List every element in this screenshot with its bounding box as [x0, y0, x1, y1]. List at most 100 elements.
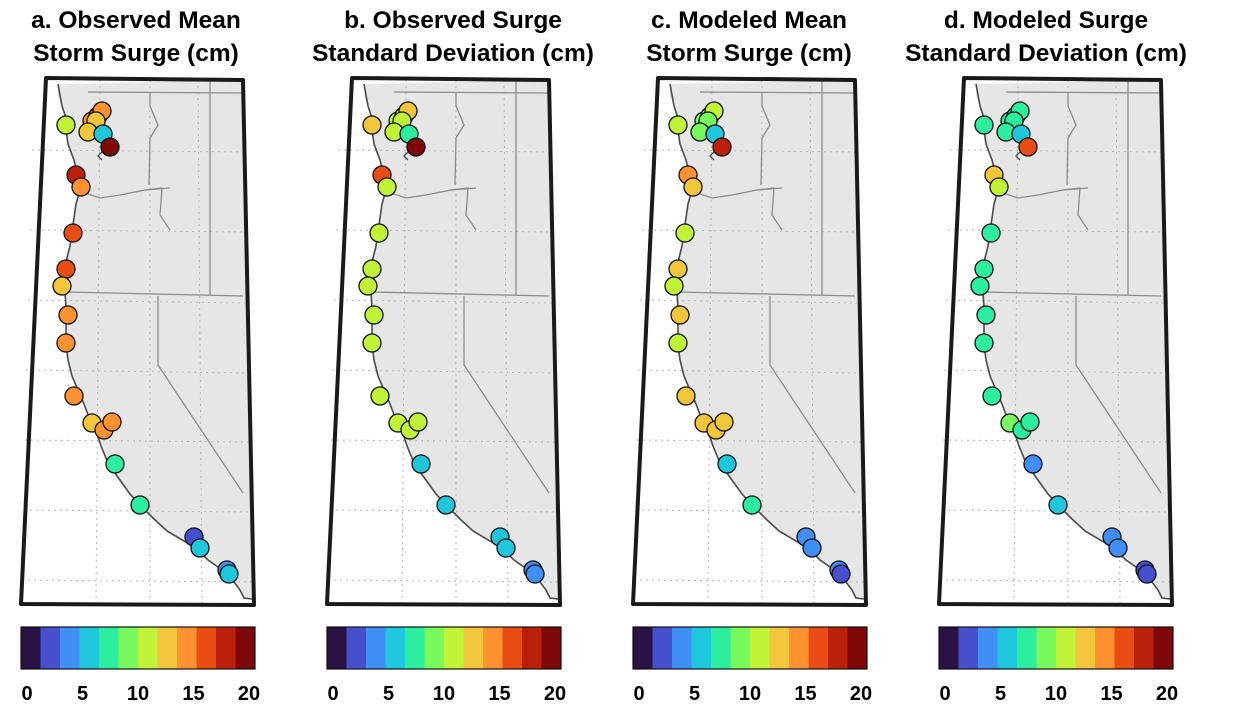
colorbar-tick-label: 10: [739, 683, 761, 705]
station-marker: [56, 333, 76, 353]
graticule-line: [637, 369, 862, 374]
border-line: [1062, 187, 1089, 231]
colorbar-swatch: [672, 627, 692, 669]
colorbar-swatch: [138, 627, 158, 669]
station-marker: [362, 115, 382, 135]
station-marker: [668, 333, 688, 353]
map-group: [631, 76, 868, 607]
colorbar-swatch: [958, 627, 979, 669]
station-marker: [675, 223, 695, 243]
station-marker: [190, 538, 210, 558]
colorbar-swatch: [978, 627, 998, 669]
border-line: [983, 291, 1162, 297]
colorbar-tick-label: 15: [1100, 683, 1122, 705]
station-marker: [664, 276, 684, 296]
colorbar-swatch: [711, 627, 731, 669]
colorbar-tick-label: 10: [127, 683, 149, 705]
colorbar-swatch: [235, 627, 256, 669]
border-line: [144, 187, 171, 231]
border-line: [87, 91, 244, 94]
station-marker: [496, 538, 516, 558]
station-marker: [436, 495, 456, 515]
colorbar-tick-label: 10: [433, 683, 455, 705]
border-line: [1075, 296, 1162, 494]
colorbar-swatch: [1056, 627, 1076, 669]
colorbar-tick-label: 5: [689, 683, 700, 705]
graticule-line: [633, 579, 865, 583]
station-marker: [989, 177, 1009, 197]
colorbar-swatch: [118, 627, 139, 669]
station-marker: [802, 538, 822, 558]
station-marker: [56, 115, 76, 135]
station-marker: [712, 137, 732, 157]
station-marker: [58, 305, 78, 325]
graticule-line: [25, 369, 250, 374]
map-frame: [19, 76, 256, 607]
border-line: [756, 187, 783, 231]
station-marker: [102, 412, 122, 432]
panel-title-line2: Storm Surge (cm): [33, 40, 239, 67]
panel-c: c. Modeled Mean Storm Surge (cm) 0 5 10 15 2…: [612, 0, 918, 708]
graticule-line: [24, 439, 251, 443]
colorbar-swatch: [444, 627, 464, 669]
panel-title-line1: b. Observed Surge: [344, 7, 562, 34]
border-line: [450, 187, 477, 231]
colorbar: 0 5 10 15 20: [938, 626, 1178, 705]
colorbar-tick-label: 0: [633, 683, 644, 705]
colorbar-tick-label: 0: [327, 683, 338, 705]
colorbar-swatch: [40, 627, 61, 669]
station-marker: [1108, 538, 1128, 558]
panel-title-line2: Standard Deviation (cm): [905, 40, 1187, 67]
colorbar-tick-label: 5: [995, 683, 1006, 705]
graticule-line: [942, 439, 1169, 443]
map-group: [937, 76, 1174, 607]
station-marker: [377, 177, 397, 197]
station-marker: [411, 454, 431, 474]
colorbar-swatch: [60, 627, 80, 669]
station-marker: [408, 412, 428, 432]
panel-title: d. Modeled Surge Standard Deviation (cm): [890, 4, 1202, 70]
border-line: [454, 93, 465, 186]
colorbar-swatch: [1114, 627, 1135, 669]
colorbar-swatch: [769, 627, 790, 669]
graticule-line: [21, 579, 253, 583]
graticule-line: [327, 579, 559, 583]
map-group: [325, 76, 562, 607]
colorbar-swatch: [79, 627, 100, 669]
graticule-line: [23, 509, 252, 513]
station-marker: [100, 137, 120, 157]
land-area: [58, 80, 252, 599]
panel-title: c. Modeled Mean Storm Surge (cm): [616, 4, 882, 70]
map: 0 5 10 15 20: [631, 76, 872, 705]
colorbar-swatch: [385, 627, 406, 669]
map-frame: [937, 76, 1174, 607]
colorbar-tick-label: 15: [182, 683, 204, 705]
panel-title: a. Observed Mean Storm Surge (cm): [3, 4, 269, 70]
colorbar-swatch: [1153, 627, 1174, 669]
station-marker: [71, 177, 91, 197]
graticule-line: [329, 509, 558, 513]
station-marker: [219, 564, 239, 584]
colorbar-swatch: [997, 627, 1018, 669]
colorbar-swatch: [21, 627, 41, 669]
station-marker: [831, 564, 851, 584]
colorbar-swatch: [1036, 627, 1057, 669]
station-marker: [670, 305, 690, 325]
map: 0 5 10 15 20: [937, 76, 1178, 705]
colorbar-tick-label: 15: [794, 683, 816, 705]
station-marker: [369, 223, 389, 243]
colorbar-swatch: [346, 627, 367, 669]
colorbar-swatch: [177, 627, 197, 669]
colorbar-swatch: [483, 627, 503, 669]
border-line: [769, 296, 856, 494]
colorbar-swatch: [196, 627, 217, 669]
station-marker: [362, 259, 382, 279]
colorbar-border: [326, 626, 562, 670]
land-area: [364, 80, 558, 599]
map-group: [19, 76, 256, 607]
border-line: [699, 91, 856, 94]
station-marker: [742, 495, 762, 515]
map-frame: [325, 76, 562, 607]
border-line: [393, 91, 550, 94]
colorbar-swatch: [730, 627, 751, 669]
